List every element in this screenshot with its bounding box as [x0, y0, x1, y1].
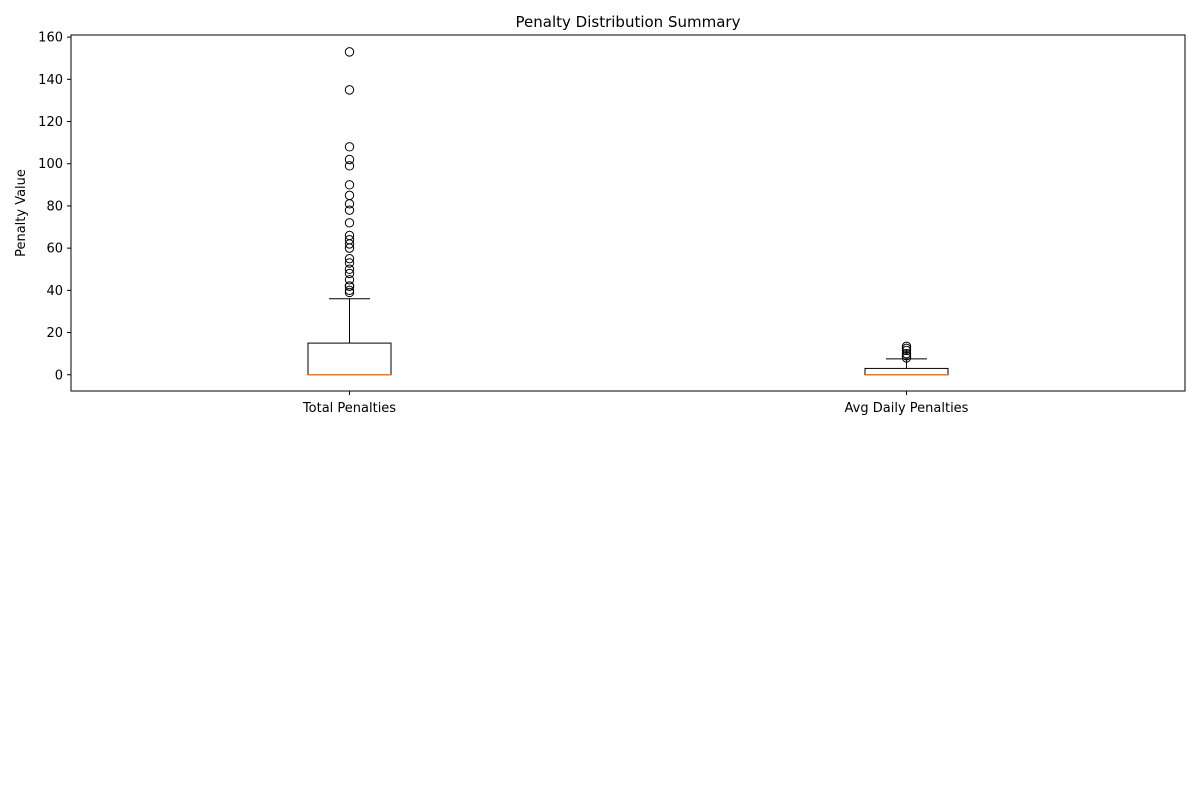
outlier-point: [344, 285, 355, 296]
outlier-point: [344, 142, 355, 152]
outlier-point: [344, 190, 355, 201]
axes-frame: [70, 34, 1186, 392]
outlier-point: [344, 281, 355, 291]
outlier-point: [344, 253, 355, 264]
outlier-point: [344, 154, 355, 165]
outlier-point: [344, 287, 355, 298]
box-iqr: [307, 342, 392, 376]
outlier-point: [901, 353, 912, 363]
y-tick-label: 0: [55, 368, 63, 383]
chart-title: Penalty Distribution Summary: [516, 13, 741, 31]
outlier-point: [344, 275, 355, 285]
outlier-point: [901, 351, 912, 361]
outlier-point: [344, 161, 355, 171]
y-tick-label: 60: [46, 242, 63, 257]
y-tick-label: 140: [38, 73, 63, 88]
outlier-point: [901, 343, 912, 354]
outlier-point: [901, 348, 912, 359]
y-tick-label: 100: [38, 157, 63, 172]
plot-area: 0 20 40 60 80 100 120 140 160 Total Penalties Avg …: [38, 31, 1186, 416]
outlier-point: [901, 341, 912, 351]
x-tick-label: Total Penalties: [302, 401, 396, 416]
y-tick-label: 120: [38, 115, 63, 130]
outlier-point: [344, 47, 355, 57]
outlier-point: [344, 268, 355, 279]
y-axis-label: Penalty Value: [14, 169, 29, 257]
outlier-point: [344, 218, 355, 228]
outlier-point: [344, 180, 355, 190]
y-tick-label: 40: [46, 284, 63, 299]
outlier-point: [901, 345, 912, 356]
x-tick-label: Avg Daily Penalties: [845, 401, 969, 416]
outlier-point: [344, 199, 355, 209]
y-tick-label: 80: [46, 199, 63, 214]
outlier-point: [344, 264, 355, 274]
outlier-point: [344, 85, 355, 95]
box-iqr: [864, 367, 949, 376]
outlier-point: [344, 234, 355, 245]
outlier-point: [344, 230, 355, 241]
outlier-point: [344, 205, 355, 215]
outlier-point: [344, 258, 355, 268]
y-tick-label: 160: [38, 31, 63, 46]
y-tick-label: 20: [46, 326, 63, 341]
